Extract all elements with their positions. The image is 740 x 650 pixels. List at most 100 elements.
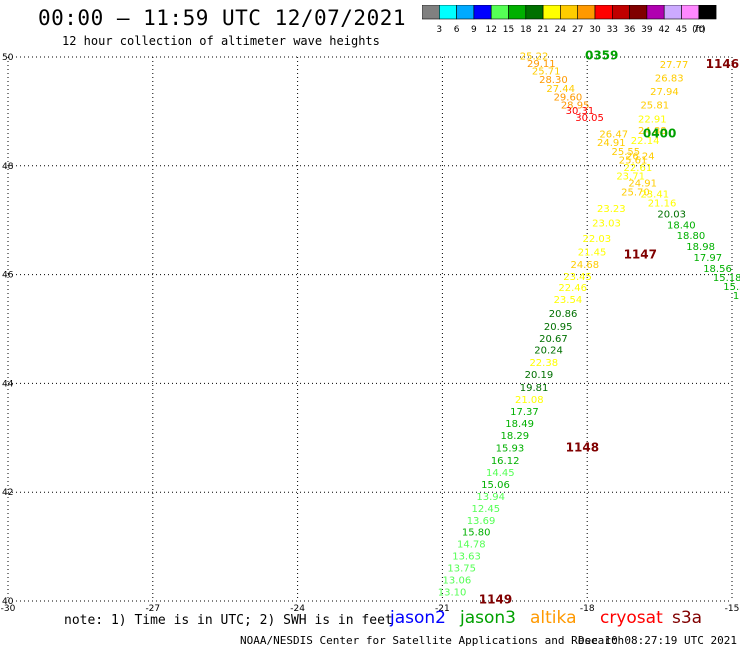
y-tick-label: 48 (2, 162, 14, 172)
wave-height-value: 27.77 (660, 60, 689, 71)
wave-height-value: 24.68 (570, 260, 599, 271)
wave-height-value: 15.06 (481, 480, 510, 491)
wave-height-value: 26.47 (599, 130, 628, 141)
wave-height-value: 23.23 (597, 204, 626, 215)
legend-tick-label: 18 (520, 25, 532, 35)
wave-height-value: 15 (733, 291, 740, 302)
legend-unit-label: (ft) (692, 25, 706, 35)
legend-tick-label: 12 (485, 25, 496, 35)
y-tick-label: 50 (2, 53, 14, 63)
wave-height-value: 13.94 (476, 492, 505, 503)
wave-height-value: 24.91 (597, 138, 626, 149)
wave-height-value: 21.16 (648, 199, 677, 210)
x-tick-label: -27 (145, 604, 160, 614)
satellite-cryosat-label: cryosat (600, 608, 663, 628)
wave-height-value: 12.45 (472, 504, 501, 515)
wave-height-value: 29.11 (527, 59, 556, 70)
wave-height-value: 15.18 (713, 273, 740, 284)
wave-height-value: 22.46 (558, 283, 587, 294)
x-tick-label: -24 (290, 604, 305, 614)
wave-height-value: 21.45 (578, 248, 607, 259)
x-tick-label: -18 (580, 604, 595, 614)
wave-height-value: 25.71 (532, 66, 561, 77)
wave-height-value: 22.38 (529, 358, 558, 369)
wave-height-value: 23.41 (640, 189, 669, 200)
satellite-jason3-label: jason3 (460, 608, 516, 628)
note-text: note: 1) Time is in UTC; 2) SWH is in fe… (64, 613, 393, 628)
wave-height-value: 22.03 (583, 234, 612, 245)
legend-tick-label: 6 (454, 25, 460, 35)
wave-height-value: 13.75 (447, 564, 476, 575)
wave-height-value: 25.55 (611, 147, 640, 158)
wave-height-value: 21.08 (515, 395, 544, 406)
wave-height-value: 13.10 (438, 588, 467, 599)
wave-height-value: 17.97 (694, 253, 723, 264)
wave-height-color-legend: 3 6 9 12 15 18 21 24 27 30 33 36 39 42 45 70(ft) (422, 5, 717, 35)
wave-height-value: 25.70 (621, 188, 650, 199)
wave-height-value: 22.61 (624, 163, 653, 174)
pass-time-label: 1148 (566, 440, 599, 454)
wave-height-value: 28.95 (561, 101, 590, 112)
legend-tick-label: 27 (572, 25, 583, 35)
wave-height-value: 25.61 (619, 156, 648, 167)
wave-height-value: 30.05 (575, 113, 604, 124)
wave-height-value: 23.45 (563, 272, 592, 283)
wave-height-value: 13.63 (452, 552, 481, 563)
y-tick-label: 46 (2, 271, 14, 281)
legend-tick-label: 39 (641, 25, 653, 35)
wave-height-value: 18.40 (667, 220, 696, 231)
wave-height-value: 23.54 (554, 295, 583, 306)
legend-tick-label: 9 (471, 25, 477, 35)
wave-height-value: 23.71 (616, 171, 645, 182)
legend-tick-label: 15 (503, 25, 514, 35)
satellite-s3a-label: s3a (672, 608, 703, 628)
wave-height-value: 15.80 (462, 528, 491, 539)
x-tick-label: -15 (725, 604, 740, 614)
wave-height-value: 18.29 (500, 431, 529, 442)
wave-height-value: 17.37 (510, 407, 539, 418)
wave-height-value: 25.81 (640, 101, 669, 112)
wave-height-value: 28.30 (539, 75, 568, 86)
legend-tick-label: 33 (607, 25, 618, 35)
wave-height-value: 13.69 (467, 516, 496, 527)
legend-swatch (698, 5, 717, 20)
wave-height-value: 20.95 (544, 322, 573, 333)
wave-height-value: 20.03 (657, 209, 686, 220)
satellite-jason2-label: jason2 (390, 608, 446, 628)
wave-height-value: 20.67 (539, 334, 568, 345)
wave-height-value: 20.24 (534, 345, 563, 356)
wave-height-value: 27.44 (546, 84, 575, 95)
wave-height-value: 19.81 (520, 383, 549, 394)
legend-tick-label: 24 (555, 25, 567, 35)
y-tick-label: 42 (2, 488, 13, 498)
wave-height-value: 18.49 (505, 419, 534, 430)
wave-height-value: 27.94 (650, 87, 679, 98)
wave-height-value: 16.12 (491, 456, 520, 467)
wave-height-value: 13.06 (443, 576, 472, 587)
pass-time-label: 1147 (624, 247, 657, 261)
x-tick-label: -21 (435, 604, 450, 614)
wave-height-value: 26.24 (626, 151, 655, 162)
legend-tick-label: 3 (436, 25, 442, 35)
legend-tick-label: 42 (658, 25, 669, 35)
footer-credit: NOAA/NESDIS Center for Satellite Applica… (240, 634, 625, 647)
pass-time-label: 0400 (643, 127, 676, 141)
wave-height-value: 18.56 (703, 264, 732, 275)
wave-height-value: 20.86 (549, 309, 578, 320)
wave-height-value: 15.3 (723, 282, 740, 293)
pass-time-label: 0359 (585, 49, 618, 63)
wave-height-value: 18.80 (677, 231, 706, 242)
wave-height-value: 26.83 (655, 73, 684, 84)
wave-height-value: 24.91 (628, 178, 657, 189)
legend-tick-label: 70 (693, 25, 705, 35)
wave-height-value: 14.78 (457, 540, 486, 551)
y-tick-label: 40 (2, 597, 14, 607)
legend-tick-label: 21 (537, 25, 548, 35)
wave-height-value: 24.88 (638, 126, 667, 137)
y-tick-label: 44 (2, 379, 14, 389)
footer-timestamp: Dec 10 08:27:19 UTC 2021 (578, 634, 737, 647)
wave-height-value: 18.98 (686, 242, 715, 253)
legend-tick-label: 30 (589, 25, 601, 35)
x-tick-label: -30 (1, 604, 16, 614)
wave-height-value: 23.03 (592, 219, 621, 230)
